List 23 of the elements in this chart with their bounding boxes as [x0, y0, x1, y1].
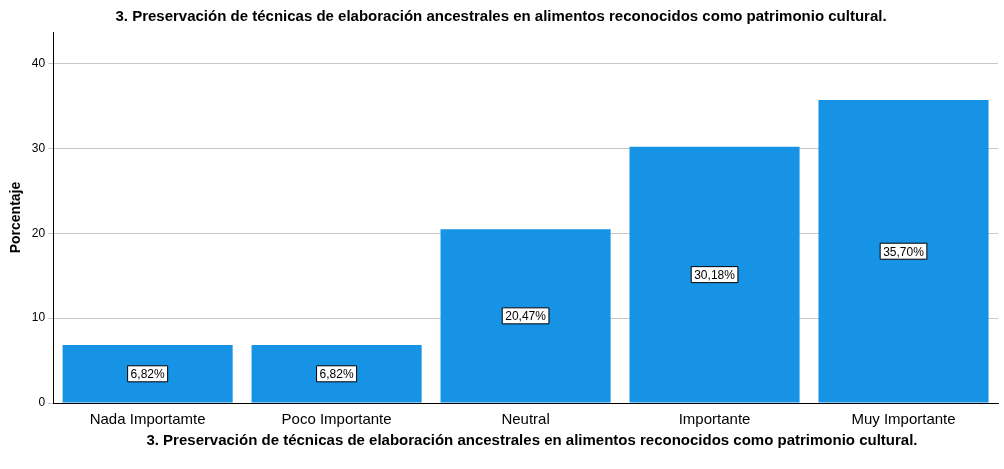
- data-label: 20,47%: [505, 309, 547, 324]
- chart-title: 3. Preservación de técnicas de elaboración ancestrales en alimentos reconocidos como patrimonio cultural.: [115, 7, 887, 25]
- y-tick-label: 0: [38, 395, 46, 410]
- bar: [818, 99, 989, 403]
- x-axis-title: 3. Preservación de técnicas de elaboración ancestrales en alimentos reconocidos como patrimonio cultural.: [145, 431, 919, 448]
- y-axis-title: Porcentaje: [7, 181, 24, 254]
- y-tick-label: 40: [31, 55, 46, 70]
- data-label: 30,18%: [694, 267, 736, 282]
- y-tick-label: 10: [31, 310, 46, 325]
- data-label: 35,70%: [883, 244, 925, 259]
- data-label: 6,82%: [130, 367, 165, 382]
- y-tick-label: 20: [31, 225, 46, 240]
- bar: [251, 345, 422, 403]
- x-tick-label: Neutral: [501, 410, 550, 428]
- y-tick-label: 30: [31, 140, 46, 155]
- bar: [440, 229, 611, 403]
- data-label: 6,82%: [319, 367, 354, 382]
- x-tick-label: Nada Importamte: [89, 410, 206, 428]
- x-tick-label: Muy Importante: [851, 410, 956, 428]
- bar: [629, 146, 800, 403]
- bar: [62, 345, 233, 403]
- x-tick-label: Importante: [678, 410, 751, 428]
- x-tick-label: Poco Importante: [281, 410, 392, 428]
